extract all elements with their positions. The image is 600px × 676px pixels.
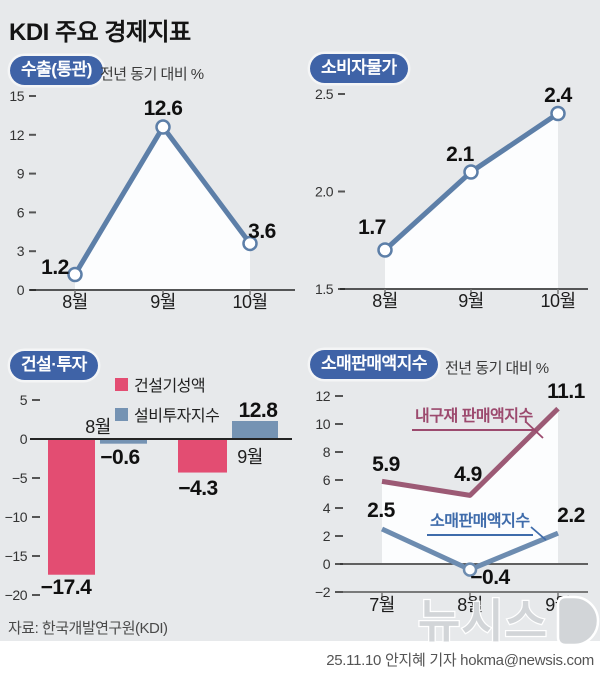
- y-tick-label: 2: [323, 528, 331, 544]
- value-label: 11.1: [547, 380, 586, 403]
- x-tick-label: 10월: [540, 291, 575, 311]
- data-point-marker: [67, 266, 83, 283]
- group-label: 9월: [237, 447, 263, 467]
- value-label: 3.6: [248, 220, 276, 243]
- area-fill: [382, 408, 558, 563]
- value-label: −0.6: [100, 446, 139, 469]
- legend-label: 건설기성액: [134, 378, 206, 395]
- y-tick-label: 6: [17, 204, 25, 220]
- legend-row-equipment-index: 설비투자지수: [115, 402, 220, 426]
- page-title: KDI 주요 경제지표: [9, 19, 191, 46]
- data-point-marker: [242, 235, 258, 252]
- y-tick-label: −10: [5, 509, 28, 525]
- newsis-logo-bubble: [556, 595, 600, 647]
- bar-equipment-sep: [232, 421, 278, 439]
- x-tick-label: 8월: [457, 595, 483, 615]
- chart-retail-badge: 소매판매액지수: [310, 350, 438, 379]
- data-point-marker: [155, 119, 171, 135]
- y-tick-label: 0: [323, 556, 331, 572]
- x-tick-label: 8월: [62, 292, 88, 312]
- y-tick-label: 12: [9, 127, 24, 143]
- y-tick-label: 10: [315, 416, 330, 432]
- data-point-marker: [550, 105, 566, 122]
- y-tick-label: 9: [17, 166, 25, 182]
- x-tick-label: 9월: [458, 291, 484, 311]
- x-tick-label: 10월: [232, 292, 267, 312]
- value-label: 2.2: [557, 504, 585, 527]
- bar-construction-sep: [178, 439, 227, 473]
- chart-retail-subtitle: 전년 동기 대비 %: [445, 360, 549, 377]
- area-fill: [385, 113, 558, 288]
- x-tick-label: 9월: [150, 292, 176, 312]
- byline: 25.11.10 안지혜 기자 hokma@newsis.com: [326, 652, 594, 669]
- y-tick-label: −15: [5, 548, 28, 564]
- chart-exports-badge: 수출(통관): [10, 56, 103, 85]
- bar-equipment-aug: [100, 439, 147, 444]
- y-tick-label: 8: [323, 444, 331, 460]
- legend-label: 설비투자지수: [134, 408, 220, 425]
- line-series-durables: [381, 406, 560, 498]
- y-tick-label: 0: [17, 282, 25, 298]
- legend-swatch-pink: [115, 377, 128, 391]
- value-label: 12.6: [144, 97, 183, 120]
- y-tick-label: 2.5: [315, 86, 334, 102]
- group-label: 8월: [85, 417, 111, 437]
- data-point-marker: [377, 242, 393, 258]
- x-tick-label: 8월: [372, 291, 398, 311]
- y-tick-label: 2.0: [315, 184, 334, 200]
- value-label: −17.4: [41, 576, 92, 599]
- construction-legend: 건설기성액 설비투자지수: [115, 372, 220, 432]
- y-tick-label: −20: [5, 587, 28, 603]
- value-label: −0.4: [470, 566, 510, 589]
- series-label-retail: 소매판매액지수: [427, 507, 533, 536]
- value-label: 5.9: [372, 453, 400, 476]
- legend-swatch-blue: [115, 407, 128, 421]
- source-note: 자료: 한국개발연구원(KDI): [8, 620, 168, 637]
- value-label: 2.5: [367, 499, 396, 522]
- value-label: 4.9: [454, 463, 482, 486]
- area-fill: [75, 127, 250, 289]
- value-label: 2.1: [446, 143, 475, 166]
- chart-construction-badge: 건설·투자: [10, 351, 98, 380]
- y-tick-label: 0: [20, 431, 28, 447]
- newsis-logo: 뉴시스: [417, 589, 600, 651]
- newsis-logo-svg: 뉴시스: [417, 594, 600, 648]
- y-tick-label: 4: [323, 500, 331, 516]
- series-label-durables: 내구재 판매액지수: [412, 402, 536, 431]
- y-tick-label: 3: [17, 243, 25, 259]
- value-label: 2.4: [544, 84, 573, 107]
- y-tick-label: 5: [20, 392, 28, 408]
- chart-exports-subtitle: 전년 동기 대비 %: [100, 66, 204, 83]
- bar-construction-aug: [48, 439, 95, 575]
- y-tick-label: −5: [12, 470, 28, 486]
- y-tick-label: 12: [315, 388, 330, 404]
- data-point-marker: [463, 164, 479, 180]
- callout-connector-blue: [530, 526, 547, 541]
- y-tick-label: 1.5: [315, 281, 334, 297]
- footer-strip: [0, 641, 600, 676]
- data-point-marker: [462, 562, 478, 577]
- value-label: 1.7: [358, 216, 386, 239]
- y-tick-label: 6: [323, 472, 331, 488]
- x-tick-label: 7월: [369, 595, 395, 615]
- value-label: −4.3: [178, 477, 217, 500]
- y-tick-label: −2: [315, 584, 331, 600]
- value-label: 1.2: [41, 256, 69, 279]
- chart-cpi-badge: 소비자물가: [310, 54, 408, 83]
- value-label: 12.8: [239, 399, 279, 422]
- newsis-logo-text: 뉴시스: [418, 595, 548, 647]
- legend-row-construction-amount: 건설기성액: [115, 372, 219, 396]
- y-tick-label: 15: [9, 88, 24, 104]
